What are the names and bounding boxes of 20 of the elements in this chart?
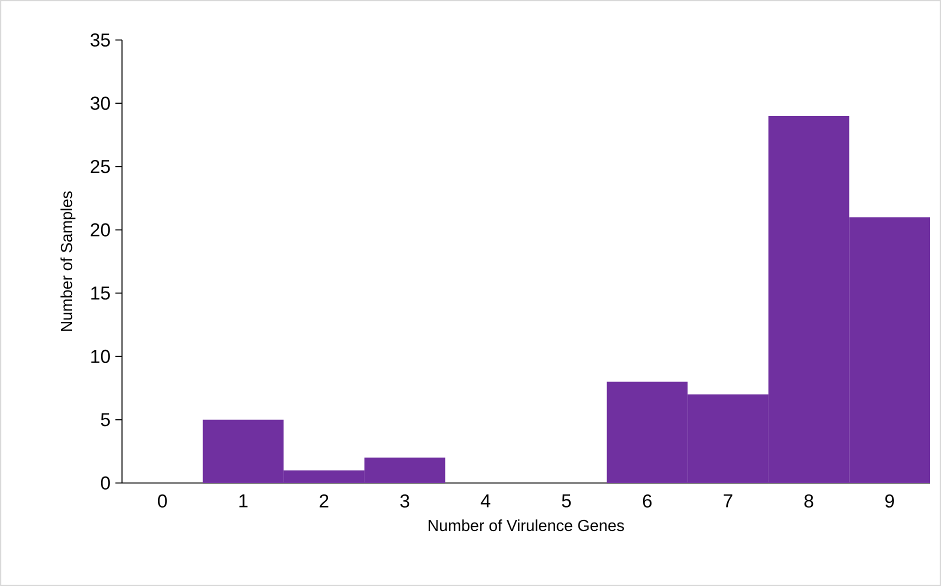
x-tick-label: 4 (480, 494, 490, 508)
y-tick-label: 0 (100, 476, 110, 490)
x-tick-label: 9 (885, 494, 894, 508)
y-tick-label: 15 (91, 286, 110, 300)
x-axis-title: Number of Virulence Genes (428, 519, 624, 532)
y-tick-label: 5 (101, 413, 110, 426)
x-tick-label: 3 (400, 494, 410, 508)
y-tick-label: 20 (90, 223, 110, 236)
x-tick-label: 7 (724, 494, 732, 508)
y-tick-label: 10 (91, 350, 110, 364)
x-tick-label: 8 (804, 494, 814, 508)
y-tick-label: 25 (90, 160, 110, 174)
y-tick-label: 35 (90, 33, 110, 47)
x-tick-label: 5 (562, 494, 571, 508)
x-tick-label: 6 (642, 494, 652, 508)
x-tick-label: 2 (320, 494, 328, 508)
y-tick-label: 30 (90, 96, 110, 110)
y-axis-title: Number of Samples (60, 191, 76, 331)
x-tick-label: 0 (158, 494, 167, 508)
x-tick-label: 1 (239, 494, 248, 508)
